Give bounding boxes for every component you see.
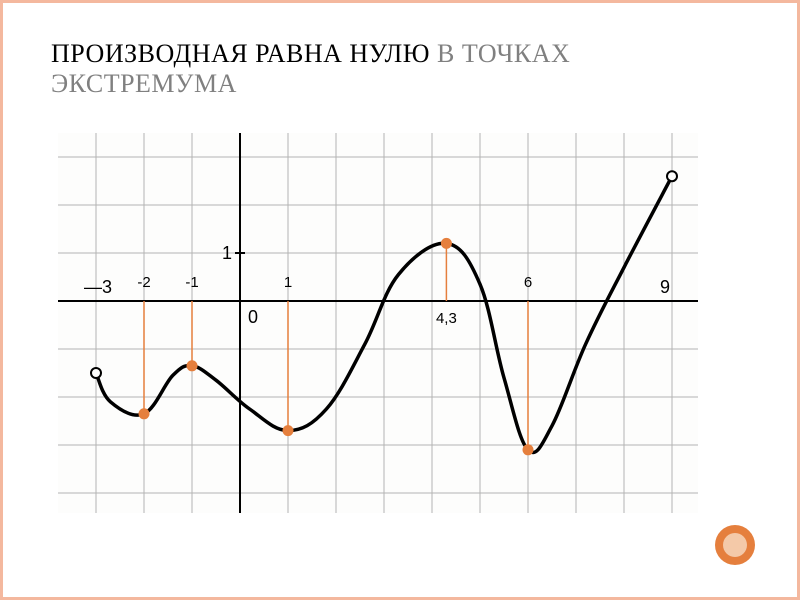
extremum-label: 1 bbox=[284, 274, 292, 291]
x-axis-label: —3 bbox=[84, 277, 112, 297]
y-axis-label: 1 bbox=[222, 243, 232, 263]
x-axis-label: 9 bbox=[660, 277, 670, 297]
extremum-label: -1 bbox=[185, 274, 198, 291]
extremum-label: 6 bbox=[524, 274, 532, 291]
chart-svg: —3 9 1 0 -2 -1 1 4,3 6 bbox=[58, 133, 698, 513]
extremum-dot bbox=[187, 361, 197, 371]
origin-label: 0 bbox=[248, 307, 258, 327]
extremum-label: -2 bbox=[137, 274, 150, 291]
extremum-dot bbox=[523, 445, 533, 455]
slide-title: ПРОИЗВОДНАЯ РАВНА НУЛЮ В ТОЧКАХ ЭКСТРЕМУ… bbox=[3, 3, 797, 111]
chart: —3 9 1 0 -2 -1 1 4,3 6 bbox=[58, 133, 698, 513]
decor-circle-icon bbox=[713, 523, 757, 567]
extremum-dot bbox=[139, 409, 149, 419]
endpoint-dot bbox=[91, 368, 101, 378]
endpoint-dot bbox=[667, 171, 677, 181]
extremum-dot bbox=[283, 426, 293, 436]
extremum-dot bbox=[441, 238, 451, 248]
extremum-label: 4,3 bbox=[436, 310, 457, 327]
title-highlight: ПРОИЗВОДНАЯ РАВНА НУЛЮ bbox=[51, 39, 430, 68]
